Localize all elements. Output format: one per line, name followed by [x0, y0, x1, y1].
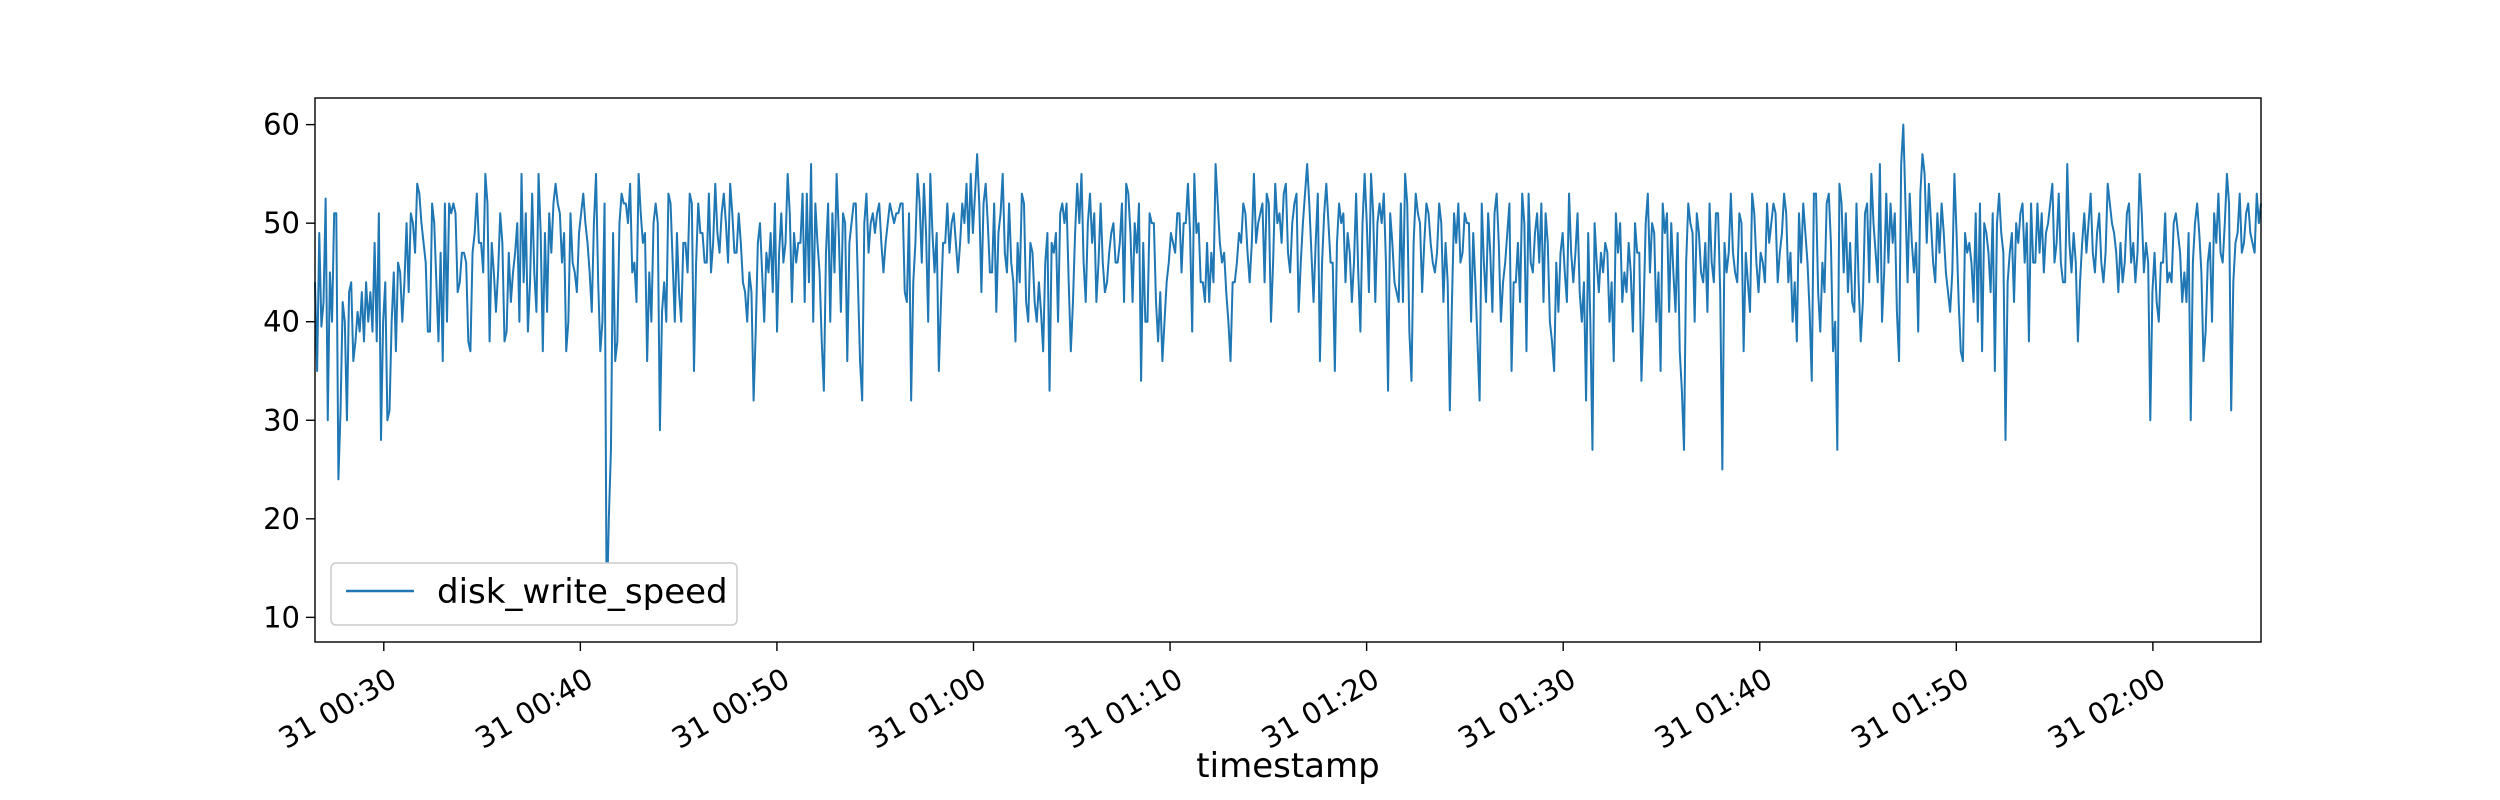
x-tick-label: 31 02:00: [2042, 661, 2171, 755]
y-tick-label: 60: [263, 108, 300, 142]
y-tick-label: 20: [263, 502, 300, 536]
x-tick-label: 31 01:40: [1649, 661, 1778, 755]
x-tick-label: 31 00:30: [273, 661, 402, 755]
x-tick-label: 31 01:20: [1256, 661, 1385, 755]
x-tick-label: 31 01:00: [862, 661, 991, 755]
x-tick-label: 31 01:30: [1452, 661, 1581, 755]
legend: disk_write_speed: [330, 562, 738, 626]
legend-box: [330, 562, 738, 626]
x-tick-label: 31 01:10: [1059, 661, 1188, 755]
y-tick-label: 50: [263, 206, 300, 240]
legend-entry-label: disk_write_speed: [437, 572, 728, 612]
plot-frame: [314, 97, 2262, 643]
x-tick-label: 31 00:50: [666, 661, 795, 755]
x-tick-label: 31 01:50: [1845, 661, 1974, 755]
series-line-disk-write-speed: [314, 123, 2262, 619]
x-axis-title: timestamp: [1196, 746, 1379, 786]
y-tick-label: 30: [263, 403, 300, 437]
y-tick-label: 40: [263, 305, 300, 339]
y-tick-label: 10: [263, 600, 300, 634]
x-tick-label: 31 00:40: [469, 661, 598, 755]
series-layer: [314, 123, 2262, 619]
